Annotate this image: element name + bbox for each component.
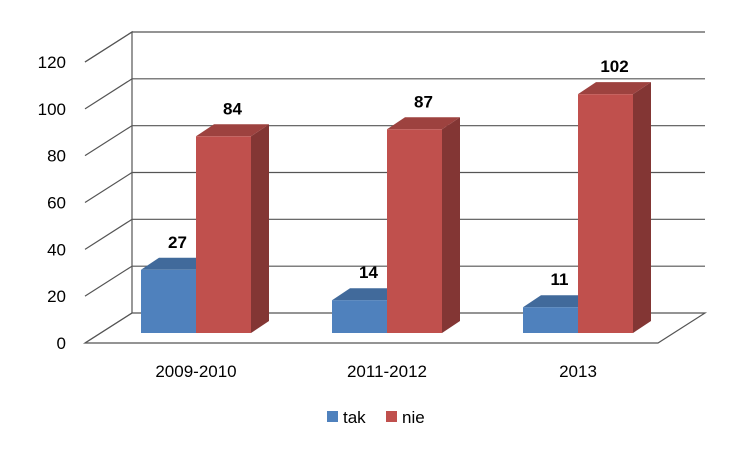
data-label-tak: 14 — [359, 263, 378, 282]
gridline — [84, 218, 705, 250]
legend-swatch — [386, 411, 397, 422]
bar-nie-2013 — [578, 82, 651, 334]
data-label-tak: 27 — [168, 233, 187, 252]
gridline — [84, 125, 705, 157]
legend-label: tak — [343, 408, 366, 427]
data-labels: 27 84 14 87 11 102 — [168, 57, 629, 289]
gridline — [84, 78, 705, 110]
x-category-label: 2011-2012 — [347, 362, 427, 381]
floor — [82, 312, 708, 344]
data-label-nie: 87 — [414, 92, 433, 111]
legend-swatch — [327, 411, 338, 422]
y-tick-label: 40 — [47, 240, 66, 259]
gridline — [84, 171, 705, 204]
legend: tak nie — [327, 408, 425, 427]
x-category-label: 2009-2010 — [155, 362, 236, 381]
bar-nie-2009-2010 — [196, 124, 269, 333]
legend-label: nie — [402, 408, 425, 427]
y-tick-label: 120 — [38, 53, 66, 72]
data-label-tak: 11 — [551, 270, 569, 289]
gridline — [84, 31, 705, 63]
y-tick-label: 100 — [38, 100, 66, 119]
bar-nie-2011-2012 — [387, 117, 460, 334]
x-axis-category-labels: 2009-2010 2011-2012 2013 — [155, 362, 597, 381]
legend-item-nie: nie — [386, 408, 425, 427]
y-tick-label: 80 — [47, 147, 66, 166]
y-tick-label: 0 — [57, 334, 66, 353]
gridline — [84, 265, 705, 297]
y-tick-label: 20 — [47, 287, 66, 306]
data-label-nie: 84 — [223, 99, 242, 118]
y-tick-label: 60 — [47, 194, 66, 213]
gridlines — [84, 31, 705, 297]
bars — [141, 82, 651, 334]
legend-item-tak: tak — [327, 408, 366, 427]
x-category-label: 2013 — [559, 362, 597, 381]
data-label-nie: 102 — [600, 57, 628, 76]
y-axis-tick-labels: 0 20 40 60 80 100 120 — [38, 53, 66, 353]
